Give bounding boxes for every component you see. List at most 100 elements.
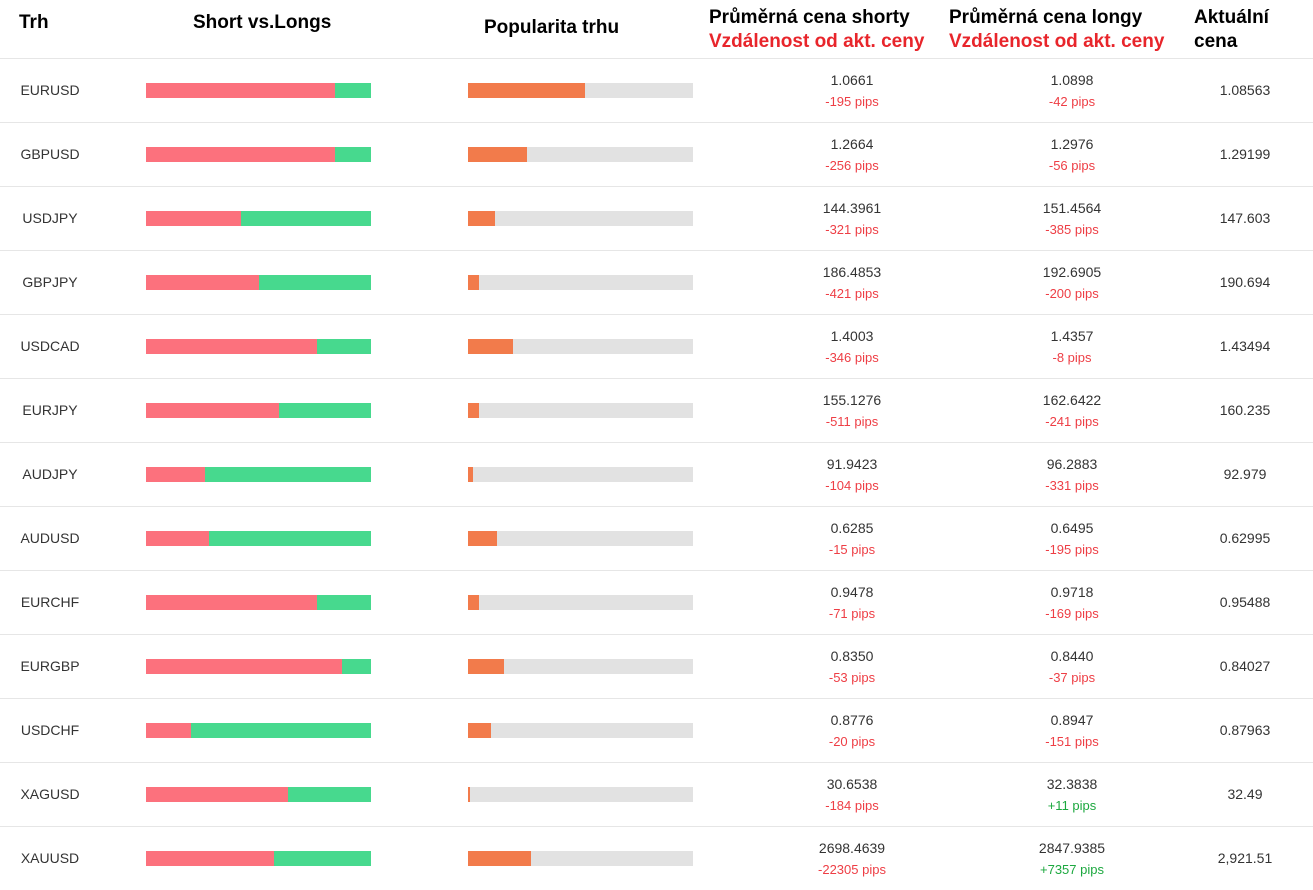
table-row[interactable]: EURCHF 0.9478 -71 pips 0.9718 -169 pips 0.954… bbox=[0, 570, 1313, 634]
long-pips-distance: +7357 pips bbox=[1040, 862, 1104, 877]
table-row[interactable]: GBPUSD 1.2664 -256 pips 1.2976 -56 pips 1.291… bbox=[0, 122, 1313, 186]
avg-short-price: 1.2664 bbox=[830, 136, 874, 152]
market-symbol[interactable]: EURGBP bbox=[20, 658, 80, 674]
popularity-bar bbox=[468, 659, 693, 674]
popularity-fill bbox=[468, 147, 527, 162]
market-symbol[interactable]: USDCHF bbox=[20, 722, 80, 738]
table-row[interactable]: USDCAD 1.4003 -346 pips 1.4357 -8 pips 1.4349… bbox=[0, 314, 1313, 378]
long-pips-distance: -169 pips bbox=[1045, 606, 1099, 621]
header-short-vs-long[interactable]: Short vs.Longs bbox=[193, 12, 332, 33]
avg-long-price: 1.0898 bbox=[1050, 72, 1094, 88]
market-symbol[interactable]: GBPJPY bbox=[22, 274, 78, 290]
avg-short-price-cell: 144.3961 -321 pips bbox=[772, 197, 932, 241]
popularity-fill bbox=[468, 211, 495, 226]
header-current-price[interactable]: Aktuální cena bbox=[1194, 6, 1269, 54]
table-row[interactable]: AUDUSD 0.6285 -15 pips 0.6495 -195 pips 0.629… bbox=[0, 506, 1313, 570]
table-row[interactable]: EURUSD 1.0661 -195 pips 1.0898 -42 pips 1.085… bbox=[0, 58, 1313, 122]
market-symbol[interactable]: USDCAD bbox=[20, 338, 80, 354]
short-long-ratio-bar bbox=[146, 531, 371, 546]
market-symbol[interactable]: XAUUSD bbox=[20, 850, 80, 866]
avg-long-price-cell: 151.4564 -385 pips bbox=[992, 197, 1152, 241]
avg-short-price: 91.9423 bbox=[826, 456, 878, 472]
header-avg-long[interactable]: Průměrná cena longy Vzdálenost od akt. c… bbox=[949, 6, 1164, 54]
current-price: 1.08563 bbox=[1219, 82, 1271, 98]
avg-long-price: 1.4357 bbox=[1050, 328, 1094, 344]
avg-short-price: 1.0661 bbox=[830, 72, 874, 88]
popularity-bar bbox=[468, 403, 693, 418]
short-pips-distance: -321 pips bbox=[825, 222, 879, 237]
market-symbol[interactable]: AUDUSD bbox=[20, 530, 80, 546]
popularity-bar bbox=[468, 851, 693, 866]
long-pips-distance: -241 pips bbox=[1045, 414, 1099, 429]
header-avg-long-subtitle: Vzdálenost od akt. ceny bbox=[949, 31, 1165, 52]
header-avg-long-title: Průměrná cena longy bbox=[949, 7, 1143, 28]
avg-long-price-cell: 2847.9385 +7357 pips bbox=[992, 837, 1152, 881]
table-row[interactable]: GBPJPY 186.4853 -421 pips 192.6905 -200 pips… bbox=[0, 250, 1313, 314]
popularity-bar bbox=[468, 467, 693, 482]
short-pips-distance: -71 pips bbox=[828, 606, 876, 621]
market-symbol[interactable]: GBPUSD bbox=[20, 146, 80, 162]
popularity-fill bbox=[468, 339, 513, 354]
market-symbol[interactable]: USDJPY bbox=[22, 210, 78, 226]
long-pips-distance: -195 pips bbox=[1045, 542, 1099, 557]
avg-long-price-cell: 0.9718 -169 pips bbox=[992, 581, 1152, 625]
popularity-bar bbox=[468, 275, 693, 290]
short-pips-distance: -195 pips bbox=[825, 94, 879, 109]
short-long-ratio-bar bbox=[146, 787, 371, 802]
avg-short-price: 0.9478 bbox=[830, 584, 874, 600]
header-popularity[interactable]: Popularita trhu bbox=[484, 17, 620, 38]
avg-long-price: 1.2976 bbox=[1050, 136, 1094, 152]
short-long-ratio-bar bbox=[146, 467, 371, 482]
short-portion bbox=[146, 531, 209, 546]
short-pips-distance: -256 pips bbox=[825, 158, 879, 173]
short-pips-distance: -421 pips bbox=[825, 286, 879, 301]
short-long-ratio-bar bbox=[146, 659, 371, 674]
header-avg-short[interactable]: Průměrná cena shorty Vzdálenost od akt. … bbox=[709, 6, 924, 54]
avg-short-price: 0.8776 bbox=[830, 712, 874, 728]
short-pips-distance: -184 pips bbox=[825, 798, 879, 813]
short-long-ratio-bar bbox=[146, 339, 371, 354]
avg-short-price: 144.3961 bbox=[822, 200, 882, 216]
market-symbol[interactable]: EURUSD bbox=[20, 82, 80, 98]
current-price: 0.87963 bbox=[1219, 722, 1271, 738]
table-row[interactable]: USDJPY 144.3961 -321 pips 151.4564 -385 pips… bbox=[0, 186, 1313, 250]
short-pips-distance: -20 pips bbox=[828, 734, 876, 749]
header-market[interactable]: Trh bbox=[19, 12, 49, 33]
current-price: 147.603 bbox=[1219, 210, 1271, 226]
avg-long-price: 192.6905 bbox=[1042, 264, 1102, 280]
popularity-fill bbox=[468, 403, 480, 418]
short-pips-distance: -511 pips bbox=[825, 414, 879, 429]
short-long-ratio-bar bbox=[146, 723, 371, 738]
long-pips-distance: -151 pips bbox=[1045, 734, 1099, 749]
popularity-bar bbox=[468, 339, 693, 354]
table-header: Trh Short vs.Longs Popularita trhu Průmě… bbox=[0, 0, 1313, 58]
table-row[interactable]: AUDJPY 91.9423 -104 pips 96.2883 -331 pips 92… bbox=[0, 442, 1313, 506]
header-current-price-line2: cena bbox=[1194, 31, 1238, 52]
avg-long-price-cell: 192.6905 -200 pips bbox=[992, 261, 1152, 305]
avg-short-price-cell: 1.4003 -346 pips bbox=[772, 325, 932, 369]
short-portion bbox=[146, 467, 205, 482]
market-symbol[interactable]: XAGUSD bbox=[20, 786, 80, 802]
table-row[interactable]: XAUUSD 2698.4639 -22305 pips 2847.9385 +7357… bbox=[0, 826, 1313, 890]
short-portion bbox=[146, 275, 259, 290]
current-price: 32.49 bbox=[1227, 786, 1263, 802]
popularity-bar bbox=[468, 83, 693, 98]
avg-long-price-cell: 1.4357 -8 pips bbox=[992, 325, 1152, 369]
short-long-ratio-bar bbox=[146, 83, 371, 98]
short-long-ratio-bar bbox=[146, 275, 371, 290]
avg-long-price-cell: 96.2883 -331 pips bbox=[992, 453, 1152, 497]
short-portion bbox=[146, 83, 335, 98]
avg-short-price-cell: 0.8776 -20 pips bbox=[772, 709, 932, 753]
market-symbol[interactable]: AUDJPY bbox=[22, 466, 78, 482]
table-row[interactable]: XAGUSD 30.6538 -184 pips 32.3838 +11 pips 32.… bbox=[0, 762, 1313, 826]
table-row[interactable]: EURGBP 0.8350 -53 pips 0.8440 -37 pips 0.8402… bbox=[0, 634, 1313, 698]
popularity-bar bbox=[468, 211, 693, 226]
header-avg-short-title: Průměrná cena shorty bbox=[709, 7, 910, 28]
market-symbol[interactable]: EURJPY bbox=[22, 402, 78, 418]
table-row[interactable]: EURJPY 155.1276 -511 pips 162.6422 -241 pips… bbox=[0, 378, 1313, 442]
popularity-bar bbox=[468, 531, 693, 546]
long-pips-distance: -331 pips bbox=[1045, 478, 1099, 493]
short-long-ratio-bar bbox=[146, 147, 371, 162]
table-row[interactable]: USDCHF 0.8776 -20 pips 0.8947 -151 pips 0.879… bbox=[0, 698, 1313, 762]
market-symbol[interactable]: EURCHF bbox=[20, 594, 80, 610]
